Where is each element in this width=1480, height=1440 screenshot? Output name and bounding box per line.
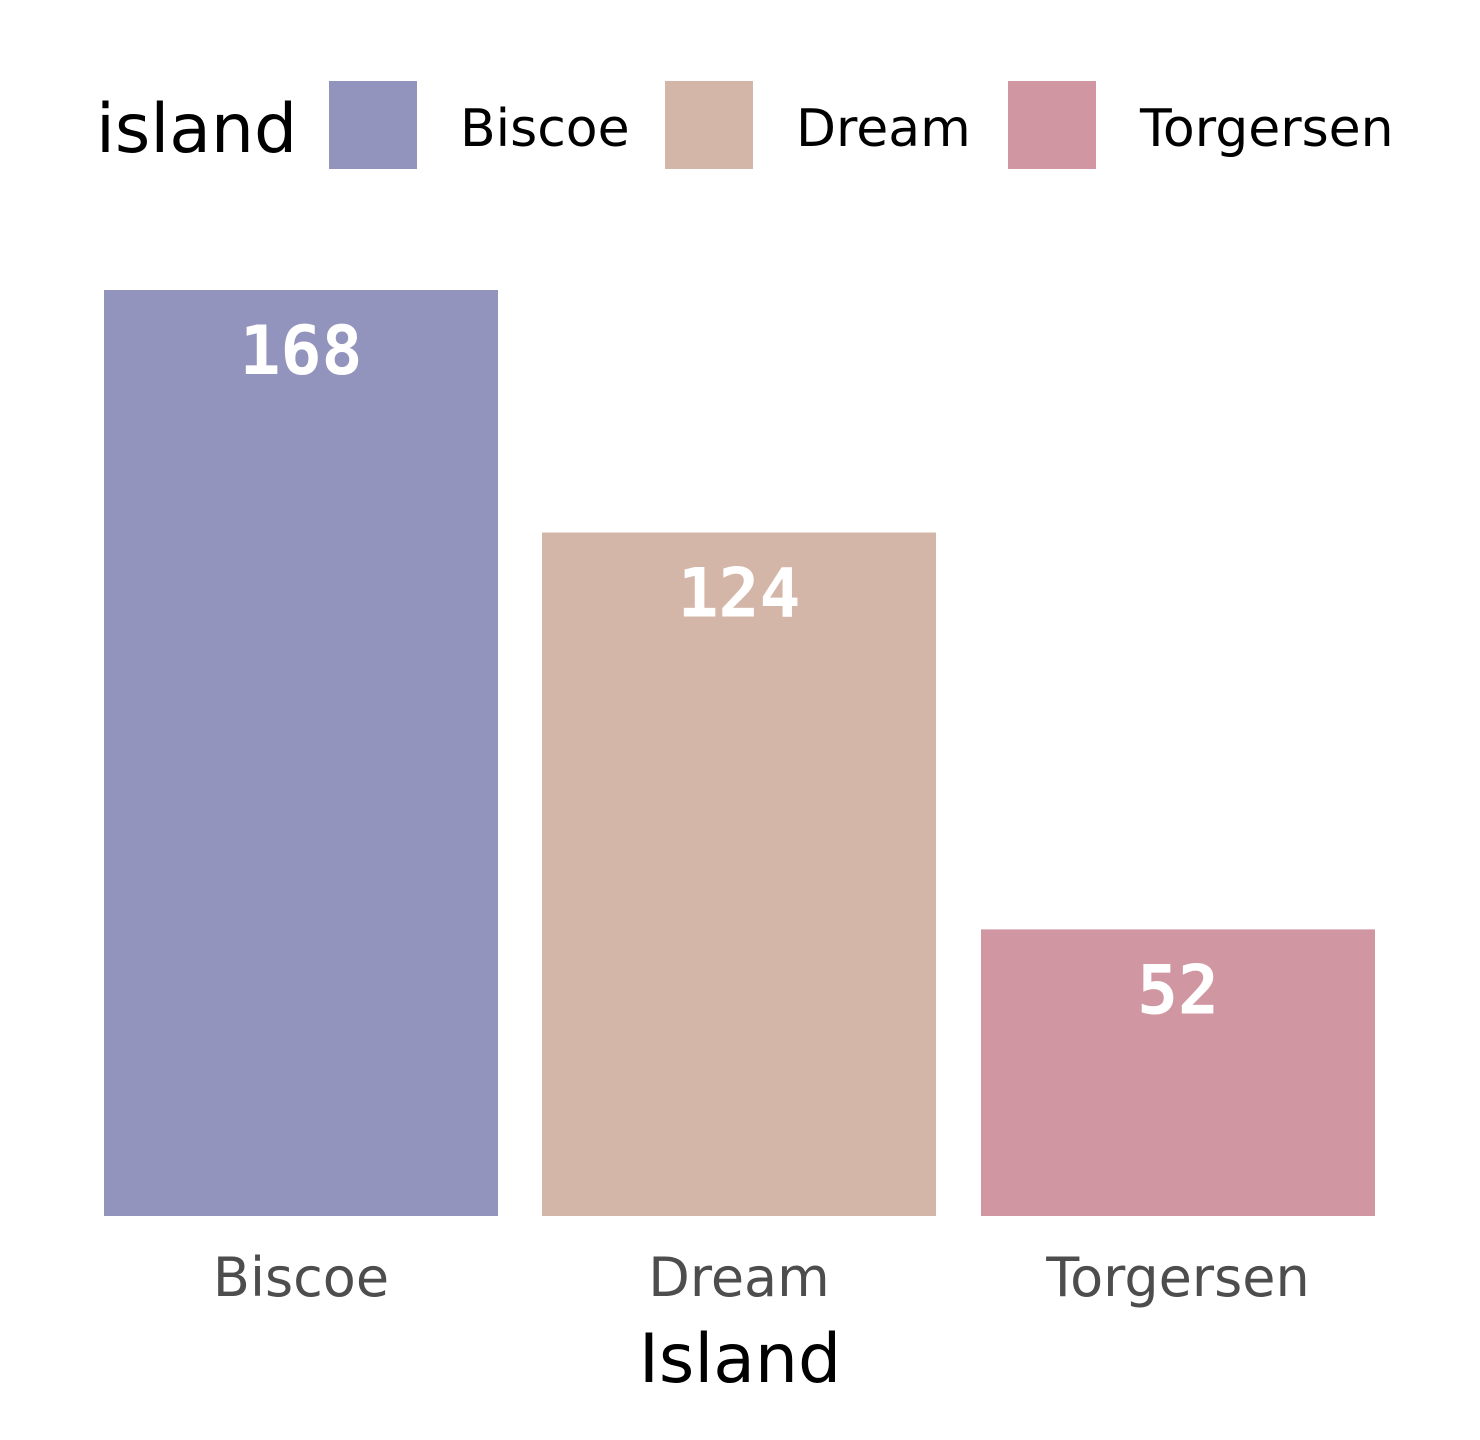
x-tick-label-dream: Dream <box>648 1246 830 1309</box>
x-tick-label-torgersen: Torgersen <box>1045 1246 1309 1309</box>
bar-torgersen <box>981 929 1375 1216</box>
legend-label-biscoe: Biscoe <box>460 99 630 159</box>
legend-title: island <box>96 90 297 169</box>
x-axis-title: Island <box>639 1320 841 1399</box>
legend-label-dream: Dream <box>796 99 971 159</box>
x-tick-label-biscoe: Biscoe <box>213 1246 389 1309</box>
legend-key-dream <box>665 81 753 169</box>
bar-dream <box>542 532 936 1216</box>
data-labels: 168 124 52 <box>240 312 1219 1030</box>
legend-key-biscoe <box>329 81 417 169</box>
x-tick-labels: Biscoe Dream Torgersen <box>213 1246 1310 1309</box>
bar-biscoe <box>104 290 498 1216</box>
data-label-torgersen: 52 <box>1137 951 1219 1030</box>
legend-key-torgersen <box>1008 81 1096 169</box>
data-label-biscoe: 168 <box>240 312 363 391</box>
legend: island Biscoe Dream Torgersen <box>96 81 1394 169</box>
data-label-dream: 124 <box>678 555 801 634</box>
legend-label-torgersen: Torgersen <box>1139 99 1394 159</box>
bars <box>104 290 1375 1216</box>
